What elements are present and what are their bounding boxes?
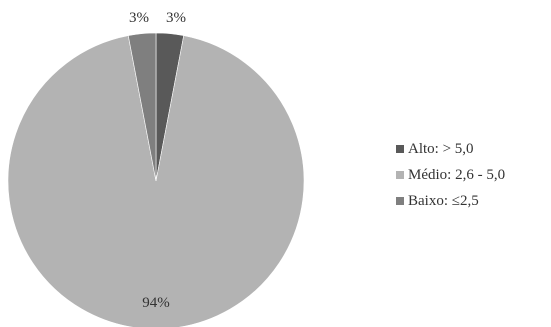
legend-swatch-medio <box>396 171 404 179</box>
slice-label-baixo: 3% <box>129 10 149 26</box>
slice-label-alto: 3% <box>166 10 186 26</box>
legend-item-medio: Médio: 2,6 - 5,0 <box>396 162 505 188</box>
legend-label-medio: Médio: 2,6 - 5,0 <box>408 166 506 183</box>
pie-slice-baixo <box>127 32 157 182</box>
legend: Alto: > 5,0 Médio: 2,6 - 5,0 Baixo: ≤2,5 <box>396 136 505 214</box>
pie-slices <box>7 32 305 327</box>
legend-label-baixo: Baixo: ≤2,5 <box>408 192 479 209</box>
legend-swatch-alto <box>396 145 404 153</box>
legend-item-alto: Alto: > 5,0 <box>396 136 505 162</box>
slice-labels: 3% 94% 3% <box>129 10 186 311</box>
legend-swatch-baixo <box>396 197 404 205</box>
slice-label-medio: 94% <box>142 295 170 311</box>
pie-slice-medio <box>7 35 305 327</box>
legend-label-alto: Alto: > 5,0 <box>408 140 474 157</box>
legend-item-baixo: Baixo: ≤2,5 <box>396 188 505 214</box>
